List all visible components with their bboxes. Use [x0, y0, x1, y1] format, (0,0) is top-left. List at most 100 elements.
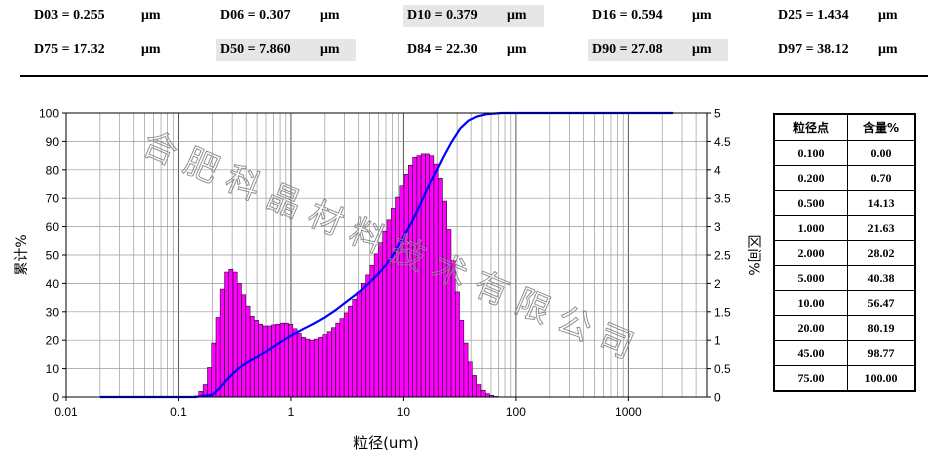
size-cell: 75.00 — [773, 365, 848, 392]
histogram-bar — [399, 185, 405, 398]
content-cell: 0.00 — [847, 140, 916, 166]
histogram-bar — [331, 327, 336, 398]
table-row: 45.00 98.77 — [773, 340, 916, 366]
header-size-point: 粒径点 — [773, 113, 848, 141]
stat-d03: D03 = 0.255 μm — [30, 5, 180, 27]
histogram-bar — [378, 242, 383, 398]
size-cell: 0.100 — [773, 140, 848, 166]
histogram-bars — [194, 153, 499, 398]
histogram-bar — [301, 337, 306, 398]
histogram-bar — [352, 299, 358, 398]
stat-unit: μm — [320, 42, 340, 57]
right-tick-label: 5 — [714, 107, 721, 121]
stat-unit: μm — [141, 42, 161, 57]
table-row: 75.00 100.00 — [773, 365, 916, 392]
x-tick-label: 0.01 — [54, 405, 78, 419]
histogram-bar — [335, 322, 341, 398]
d-statistics: D03 = 0.255 μm D06 = 0.307 μm D10 = 0.37… — [0, 0, 930, 72]
right-tick-label: 2 — [714, 277, 721, 291]
stat-d90: D90 = 27.08 μm — [588, 39, 728, 61]
stat-unit: μm — [320, 8, 340, 23]
x-tick-label: 10 — [397, 405, 411, 419]
histogram-bar — [408, 165, 413, 398]
histogram-bar — [241, 294, 247, 398]
histogram-bar — [237, 283, 242, 398]
left-tick-label: 50 — [46, 249, 60, 263]
table-row: 1.000 21.63 — [773, 215, 916, 241]
right-tick-label: 1 — [714, 334, 721, 348]
stat-d25: D25 = 1.434 μm — [774, 5, 914, 27]
stat-unit: μm — [507, 42, 527, 57]
content-cell: 100.00 — [847, 365, 916, 392]
left-tick-label: 100 — [39, 107, 59, 121]
table-header-row: 粒径点 含量% — [773, 113, 916, 141]
histogram-bar — [348, 305, 353, 398]
left-tick-label: 10 — [46, 362, 60, 376]
stat-unit: μm — [878, 8, 898, 23]
size-cell: 45.00 — [773, 340, 848, 366]
size-cell: 0.200 — [773, 165, 848, 191]
histogram-bar — [309, 339, 315, 398]
stat-d75: D75 = 17.32 μm — [30, 39, 180, 61]
table-row: 10.00 56.47 — [773, 290, 916, 316]
content-cell: 0.70 — [847, 165, 916, 191]
left-tick-label: 40 — [46, 277, 60, 291]
left-axis-ticks: 0 10 20 30 40 50 60 70 80 90 100 — [39, 107, 66, 405]
histogram-bar — [313, 338, 319, 398]
stat-unit: μm — [878, 42, 898, 57]
stat-label: D75 = 17.32 — [34, 42, 105, 57]
table-row: 0.500 14.13 — [773, 190, 916, 216]
size-content-table: 粒径点 含量% 0.100 0.00 0.200 0.70 0.500 14.13 1… — [773, 113, 916, 392]
histogram-bar — [442, 200, 447, 398]
histogram-bar — [326, 331, 332, 398]
stat-unit: μm — [692, 42, 712, 57]
histogram-bar — [305, 338, 311, 398]
right-axis-ticks: 0 0.5 1 1.5 2 2.5 3 3.5 4 4.5 5 — [707, 107, 731, 405]
header-content-percent: 含量% — [847, 113, 916, 141]
particle-size-chart: 0 10 20 30 40 50 60 70 80 90 100 0 0.5 1 1.5 2 2.5 3 3.5 4… — [14, 107, 761, 453]
right-tick-label: 2.5 — [714, 249, 731, 263]
stat-d97: D97 = 38.12 μm — [774, 39, 914, 61]
content-cell: 21.63 — [847, 215, 916, 241]
histogram-bar — [215, 317, 221, 398]
stat-label: D90 = 27.08 — [592, 42, 663, 57]
histogram-bar — [271, 324, 276, 398]
histogram-bar — [249, 316, 255, 398]
histogram-bar — [485, 393, 490, 398]
content-cell: 56.47 — [847, 290, 916, 316]
stat-d84: D84 = 22.30 μm — [403, 39, 544, 61]
right-tick-label: 4 — [714, 163, 721, 177]
size-cell: 1.000 — [773, 215, 848, 241]
stat-label: D84 = 22.30 — [407, 42, 478, 57]
size-cell: 5.000 — [773, 265, 848, 291]
stat-unit: μm — [507, 8, 527, 23]
x-tick-label: 100 — [506, 405, 526, 419]
stat-d06: D06 = 0.307 μm — [216, 5, 356, 27]
histogram-bar — [219, 288, 225, 398]
stat-label: D50 = 7.860 — [220, 42, 291, 57]
table-row: 0.100 0.00 — [773, 140, 916, 166]
x-tick-label: 1 — [288, 405, 295, 419]
size-cell: 10.00 — [773, 290, 848, 316]
cumulative-line — [99, 111, 674, 399]
histogram-bar — [322, 334, 328, 398]
stat-label: D10 = 0.379 — [407, 8, 478, 23]
table-row: 0.200 0.70 — [773, 165, 916, 191]
right-tick-label: 3.5 — [714, 192, 731, 206]
right-axis-label: 区间% — [745, 234, 761, 275]
content-cell: 98.77 — [847, 340, 916, 366]
content-cell: 40.38 — [847, 265, 916, 291]
histogram-bar — [266, 325, 272, 398]
stat-label: D25 = 1.434 — [778, 8, 849, 23]
histogram-bar — [369, 264, 375, 398]
left-tick-label: 90 — [46, 135, 60, 149]
histogram-bar — [245, 305, 251, 398]
histogram-bar — [279, 322, 285, 398]
histogram-bar — [476, 384, 482, 398]
histogram-bar — [207, 367, 212, 398]
size-cell: 20.00 — [773, 315, 848, 341]
histogram-bar — [459, 320, 465, 398]
histogram-bar — [356, 291, 362, 398]
x-axis-ticks: 0.01 0.1 1 10 100 1000 — [54, 397, 642, 419]
stat-d50: D50 = 7.860 μm — [216, 39, 356, 61]
